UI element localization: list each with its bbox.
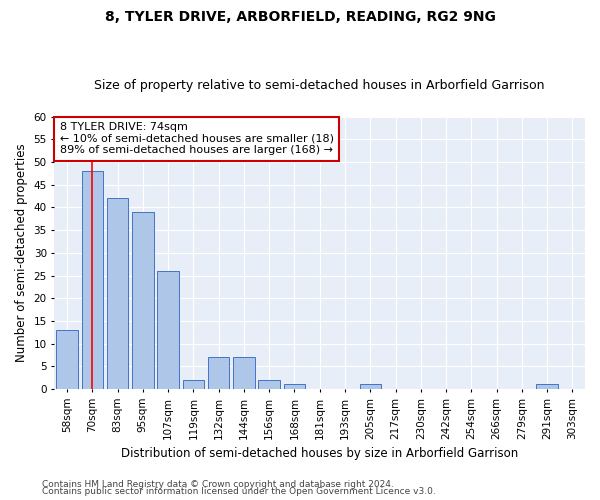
Bar <box>82 171 103 389</box>
Bar <box>208 357 229 389</box>
Text: Contains public sector information licensed under the Open Government Licence v3: Contains public sector information licen… <box>42 487 436 496</box>
Bar <box>259 380 280 389</box>
Title: Size of property relative to semi-detached houses in Arborfield Garrison: Size of property relative to semi-detach… <box>94 79 545 92</box>
Text: 8 TYLER DRIVE: 74sqm
← 10% of semi-detached houses are smaller (18)
89% of semi-: 8 TYLER DRIVE: 74sqm ← 10% of semi-detac… <box>60 122 334 156</box>
Bar <box>233 357 254 389</box>
X-axis label: Distribution of semi-detached houses by size in Arborfield Garrison: Distribution of semi-detached houses by … <box>121 447 518 460</box>
Bar <box>182 380 204 389</box>
Y-axis label: Number of semi-detached properties: Number of semi-detached properties <box>15 144 28 362</box>
Bar <box>107 198 128 389</box>
Bar <box>359 384 381 389</box>
Bar <box>56 330 78 389</box>
Bar <box>536 384 558 389</box>
Bar <box>132 212 154 389</box>
Text: 8, TYLER DRIVE, ARBORFIELD, READING, RG2 9NG: 8, TYLER DRIVE, ARBORFIELD, READING, RG2… <box>104 10 496 24</box>
Text: Contains HM Land Registry data © Crown copyright and database right 2024.: Contains HM Land Registry data © Crown c… <box>42 480 394 489</box>
Bar <box>284 384 305 389</box>
Bar <box>157 271 179 389</box>
